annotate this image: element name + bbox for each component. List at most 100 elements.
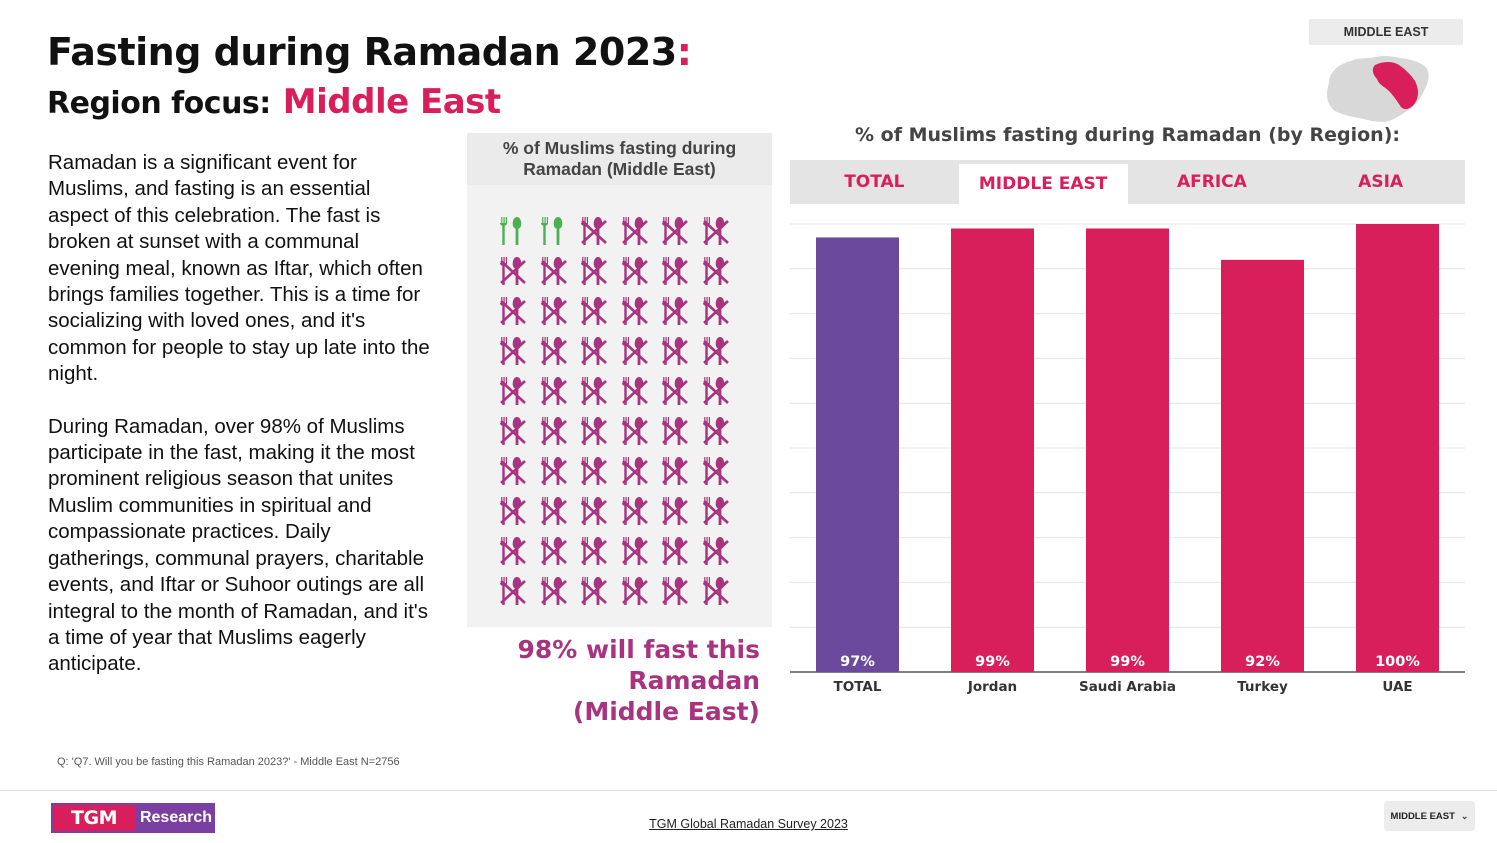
bar-value-label: 92% — [1245, 654, 1280, 670]
fork-spoon-icon — [659, 255, 700, 295]
fork-spoon-icon — [619, 455, 660, 495]
fasting-summary-line-1: 98% will fast this — [517, 635, 760, 664]
bar-saudi-arabia — [1086, 228, 1169, 673]
description-paragraph-1: Ramadan is a significant event for Musli… — [48, 151, 430, 386]
fork-spoon-icon — [619, 415, 660, 455]
region-select[interactable]: MIDDLE EAST ⌄ — [1384, 801, 1475, 831]
region-focus-value: Middle East — [282, 82, 501, 122]
logo-mark: TGM — [51, 803, 137, 833]
chart-title: % of Muslims fasting during Ramadan (by … — [855, 124, 1400, 146]
fork-spoon-icon — [619, 575, 660, 615]
fork-spoon-icon — [538, 335, 579, 375]
fork-spoon-icon — [538, 415, 579, 455]
page-title-text: Fasting during Ramadan 2023 — [47, 30, 677, 74]
fork-spoon-icon — [497, 535, 538, 575]
survey-link[interactable]: TGM Global Ramadan Survey 2023 — [649, 817, 848, 831]
fork-spoon-icon — [700, 215, 741, 255]
middle-east-map-icon — [1327, 56, 1429, 122]
fork-spoon-icon — [497, 295, 538, 335]
description-paragraph-2: During Ramadan, over 98% of Muslims part… — [48, 414, 428, 676]
region-map-label: MIDDLE EAST — [1309, 19, 1463, 45]
fork-spoon-icon — [497, 255, 538, 295]
bar-value-label: 97% — [840, 654, 875, 670]
region-select-value: MIDDLE EAST — [1390, 810, 1455, 822]
bar-uae — [1356, 224, 1439, 672]
fork-spoon-icon — [578, 295, 619, 335]
fork-spoon-icon — [700, 575, 741, 615]
region-focus-heading: Region focus: Middle East — [47, 82, 501, 122]
tab-total[interactable]: TOTAL — [844, 172, 905, 192]
fork-spoon-icon — [619, 255, 660, 295]
fasting-summary-line-3: (Middle East) — [572, 697, 760, 726]
fork-spoon-icon — [578, 575, 619, 615]
fork-spoon-icon — [700, 415, 741, 455]
tab-africa[interactable]: AFRICA — [1176, 172, 1247, 192]
fork-spoon-icon — [659, 335, 700, 375]
icon-array-panel: % of Muslims fasting during Ramadan (Mid… — [467, 133, 772, 627]
fork-spoon-icon — [538, 455, 579, 495]
fork-spoon-icon — [700, 455, 741, 495]
tab-asia[interactable]: ASIA — [1358, 172, 1404, 192]
fork-spoon-icon — [700, 495, 741, 535]
fork-spoon-icon — [538, 535, 579, 575]
x-tick-label: Turkey — [1237, 679, 1288, 695]
fork-spoon-icon — [659, 415, 700, 455]
bar-value-label: 100% — [1375, 654, 1420, 670]
page-title-colon: : — [676, 30, 692, 74]
x-tick-label: Saudi Arabia — [1079, 679, 1176, 695]
fork-spoon-icon — [700, 255, 741, 295]
icon-array-title: % of Muslims fasting during Ramadan (Mid… — [467, 133, 772, 185]
fork-spoon-icon — [497, 375, 538, 415]
bar-total — [816, 237, 899, 672]
fork-spoon-icon — [700, 295, 741, 335]
x-tick-label: UAE — [1382, 679, 1412, 695]
fork-spoon-icon — [497, 495, 538, 535]
bar-value-label: 99% — [975, 654, 1010, 670]
page-title: Fasting during Ramadan 2023: — [47, 30, 692, 74]
logo-mark-text: TGM — [71, 807, 117, 829]
tab-middle-east[interactable]: MIDDLE EAST — [958, 164, 1128, 204]
region-map-widget[interactable]: MIDDLE EAST — [1309, 19, 1463, 124]
bar-jordan — [951, 228, 1034, 673]
footer: TGM Research TGM Global Ramadan Survey 2… — [0, 790, 1497, 843]
fork-spoon-icon — [700, 375, 741, 415]
fork-spoon-icon — [700, 535, 741, 575]
fork-spoon-icon — [538, 295, 579, 335]
fork-spoon-icon — [578, 495, 619, 535]
fork-spoon-icon — [659, 375, 700, 415]
fork-spoon-icon — [619, 215, 660, 255]
fork-spoon-icon — [619, 535, 660, 575]
fork-spoon-icon — [578, 415, 619, 455]
fork-spoon-icon — [659, 575, 700, 615]
tgm-research-logo[interactable]: TGM Research — [51, 803, 215, 833]
fork-spoon-icon — [497, 415, 538, 455]
fork-spoon-icon — [578, 535, 619, 575]
source-note: Q: 'Q7. Will you be fasting this Ramadan… — [57, 756, 400, 768]
fork-spoon-icon — [659, 455, 700, 495]
fork-spoon-icon — [578, 215, 619, 255]
region-focus-label: Region focus: — [47, 86, 271, 121]
fork-spoon-icon — [659, 215, 700, 255]
fork-spoon-icon — [619, 295, 660, 335]
fasting-summary-caption: 98% will fast this Ramadan (Middle East) — [467, 634, 760, 727]
fork-spoon-icon — [659, 535, 700, 575]
fork-spoon-icon — [497, 575, 538, 615]
logo-wordmark: Research — [137, 803, 215, 833]
x-tick-label: TOTAL — [834, 679, 882, 695]
fork-spoon-icon — [700, 335, 741, 375]
fasting-summary-line-2: Ramadan — [628, 666, 760, 695]
icon-array-grid — [497, 215, 747, 615]
fork-spoon-icon — [578, 455, 619, 495]
fork-spoon-icon — [538, 375, 579, 415]
description-text: Ramadan is a significant event for Musli… — [48, 150, 433, 678]
fork-spoon-icon — [538, 215, 579, 255]
chevron-down-icon: ⌄ — [1460, 810, 1469, 821]
fork-spoon-icon — [497, 455, 538, 495]
fork-spoon-icon — [619, 495, 660, 535]
fork-spoon-icon — [659, 295, 700, 335]
x-tick-label: Jordan — [967, 679, 1017, 695]
fork-spoon-icon — [497, 335, 538, 375]
fork-spoon-icon — [578, 335, 619, 375]
fork-spoon-icon — [538, 255, 579, 295]
bar-value-label: 99% — [1110, 654, 1145, 670]
